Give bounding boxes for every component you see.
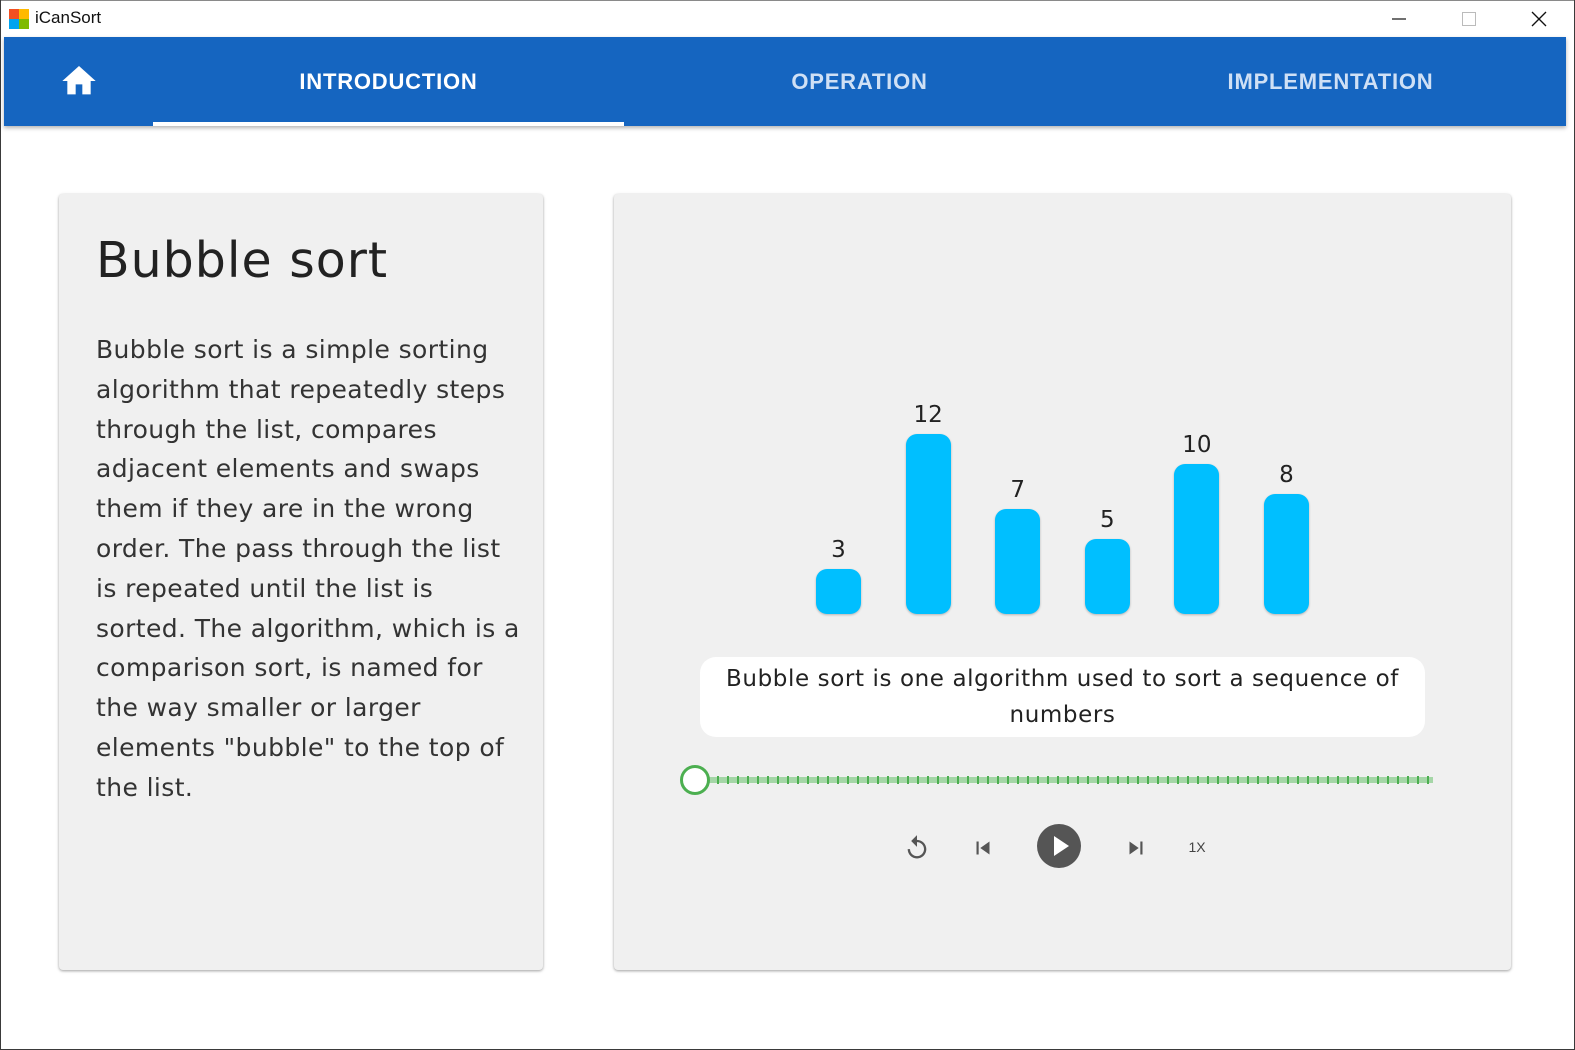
tab-implementation[interactable]: IMPLEMENTATION bbox=[1227, 68, 1434, 94]
tab-introduction[interactable]: INTRODUCTION bbox=[299, 68, 478, 94]
active-tab-indicator bbox=[153, 122, 624, 126]
bar bbox=[816, 569, 861, 614]
bar bbox=[1174, 464, 1220, 614]
title-bar: iCanSort bbox=[1, 0, 1574, 37]
bar-value-label: 12 bbox=[913, 402, 943, 428]
intro-card: Bubble sort Bubble sort is a simple sort… bbox=[59, 194, 543, 970]
slider-thumb[interactable] bbox=[680, 765, 710, 795]
algorithm-description: Bubble sort is a simple sorting algorith… bbox=[96, 335, 520, 802]
play-icon bbox=[1054, 836, 1069, 856]
bar-visualization: 3 12 7 5 10 8 bbox=[614, 194, 1511, 634]
bar bbox=[1264, 494, 1309, 614]
algorithm-title: Bubble sort bbox=[96, 232, 389, 289]
step-caption: Bubble sort is one algorithm used to sor… bbox=[700, 657, 1425, 737]
skip-previous-icon bbox=[976, 841, 990, 855]
replay-icon bbox=[907, 835, 927, 859]
maximize-button[interactable] bbox=[1434, 1, 1504, 37]
app-logo-icon bbox=[9, 9, 29, 29]
bar-value-label: 5 bbox=[1099, 507, 1115, 533]
reset-button[interactable] bbox=[903, 834, 931, 862]
bar bbox=[1084, 539, 1130, 614]
previous-step-button[interactable] bbox=[970, 835, 996, 861]
maximize-icon bbox=[1462, 12, 1476, 26]
home-icon bbox=[62, 66, 96, 95]
speed-toggle[interactable]: 1X bbox=[1188, 839, 1206, 855]
bar-value-label: 3 bbox=[831, 537, 846, 563]
visualization-card: 3 12 7 5 10 8 Bubble sort is one algorithm us… bbox=[614, 194, 1511, 970]
close-button[interactable] bbox=[1504, 1, 1574, 37]
skip-next-icon bbox=[1129, 841, 1143, 855]
bar bbox=[995, 509, 1041, 614]
minimize-icon bbox=[1392, 18, 1406, 20]
slider-ticks bbox=[697, 776, 1429, 784]
bar-value-label: 8 bbox=[1279, 462, 1294, 488]
play-button[interactable] bbox=[1037, 824, 1081, 868]
next-step-button[interactable] bbox=[1123, 835, 1149, 861]
tab-operation[interactable]: OPERATION bbox=[791, 68, 928, 94]
bar-value-label: 10 bbox=[1182, 432, 1212, 458]
window-title: iCanSort bbox=[35, 8, 102, 27]
close-icon bbox=[1531, 11, 1547, 27]
app-bar: INTRODUCTION OPERATION IMPLEMENTATION bbox=[4, 37, 1566, 126]
progress-slider[interactable] bbox=[696, 776, 1433, 784]
home-button[interactable] bbox=[59, 61, 99, 101]
bar bbox=[905, 434, 951, 614]
minimize-button[interactable] bbox=[1364, 1, 1434, 37]
bar-value-label: 7 bbox=[1010, 477, 1025, 503]
